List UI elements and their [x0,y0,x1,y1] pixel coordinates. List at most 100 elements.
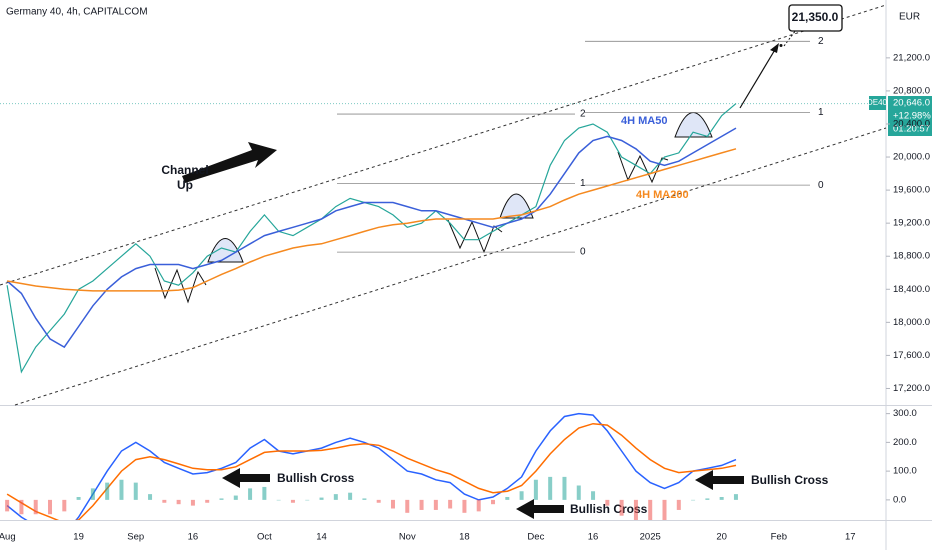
target-arrow-head [770,43,779,53]
histogram-bar [362,498,367,500]
channel-upper [0,4,887,286]
series-line [6,127,737,349]
cross-arrow [516,499,564,519]
price-tag [888,96,932,136]
annotation: Bullish Cross [570,502,648,516]
ma200-label: 4H MA200 [636,189,689,201]
x-tick-label: Nov [399,532,416,543]
x-tick-label: 20 [716,532,727,543]
y-tick-label: 21,200.0 [893,52,930,63]
histogram-bar [333,494,338,500]
channel-label: Channel [161,163,208,177]
x-tick-label: Feb [771,532,787,543]
x-tick-label: Dec [527,532,544,543]
x-tick-label: Aug [0,532,16,543]
annotation: Bullish Cross [751,473,829,487]
fib-ratio: 2 [818,36,824,47]
histogram-bar [262,486,267,500]
x-tick-label: 16 [588,532,599,543]
series-line [6,422,737,520]
histogram-bar [305,499,310,501]
histogram-bar [576,485,581,500]
histogram-bar [662,499,667,520]
histogram-bar [633,499,638,520]
histogram-bar [190,499,195,506]
annotation: Bullish Cross [277,471,355,485]
histogram-bar [5,499,10,512]
x-tick-label: 14 [316,532,327,543]
histogram-bar [619,499,624,516]
symbol-tag [869,96,886,110]
arc-pattern [674,112,713,138]
histogram-bar [562,476,567,500]
fib-ratio: 2 [580,109,586,120]
y-tick-label: 19,600.0 [893,185,930,196]
x-tick-label: 2025 [640,532,661,543]
zigzag [154,267,207,304]
last-price: 20,646.0 [893,98,930,109]
channel-label: Up [177,178,193,192]
bar-countdown: 01:20:57 [893,124,930,135]
arc-pattern [499,193,534,219]
symbol-label: DE40 [867,98,888,107]
fib-ratio: 0 [580,247,586,258]
y-tick-label: 17,200.0 [893,383,930,394]
y-tick-label: 200.0 [893,437,917,448]
cross-arrow [695,470,744,490]
currency: EUR [899,12,920,23]
x-tick-label: Sep [127,532,144,543]
histogram-bar [605,499,610,506]
histogram-bar [233,495,238,500]
target-dotted [783,29,797,47]
y-tick-label: 18,000.0 [893,317,930,328]
cross-arrow [222,468,270,488]
histogram-bar [448,499,453,509]
chart-title: Germany 40, 4h, CAPITALCOM [6,7,148,18]
histogram-bar [476,499,481,512]
histogram-bar [319,497,324,500]
x-tick-label: 18 [459,532,470,543]
histogram-bar [462,499,467,513]
pane: 0 1 2 0 1 2 [0,36,886,374]
histogram-bar [348,492,353,500]
series-line [6,148,737,292]
channel-arrow [182,142,277,183]
histogram-bar [76,497,81,500]
y-tick-label: 100.0 [893,466,917,477]
x-tick-label: Oct [257,532,272,543]
histogram-bar [290,499,295,503]
histogram-bar [676,499,681,510]
histogram-bar [33,499,38,515]
histogram-bar [719,497,724,500]
histogram-bar [162,499,167,503]
histogram-bar [733,494,738,500]
histogram-bar [248,488,253,500]
pane [5,412,738,520]
histogram-bar [119,479,124,500]
histogram-bar [433,499,438,510]
histogram-bar [419,499,424,510]
y-tick-label: 17,600.0 [893,350,930,361]
histogram-bar [176,499,181,505]
histogram-bar [376,499,381,503]
histogram-bar [505,497,510,500]
histogram-bar [276,499,281,501]
histogram-bar [148,494,153,500]
histogram-bar [133,482,138,500]
histogram-bar [691,499,696,501]
price-change: +12.98% [893,111,931,122]
histogram-bar [219,498,224,500]
fib-ratio: 0 [818,180,824,191]
histogram-bar [533,479,538,500]
histogram-bar [548,476,553,500]
histogram-bar [491,499,496,505]
y-tick-label: 300.0 [893,408,917,419]
y-tick-label: 18,400.0 [893,284,930,295]
fib-ratio: 1 [580,178,586,189]
ma50-label: 4H MA50 [621,115,667,127]
y-tick-label: 20,000.0 [893,152,930,163]
histogram-bar [648,499,653,520]
histogram-bar [591,491,596,500]
